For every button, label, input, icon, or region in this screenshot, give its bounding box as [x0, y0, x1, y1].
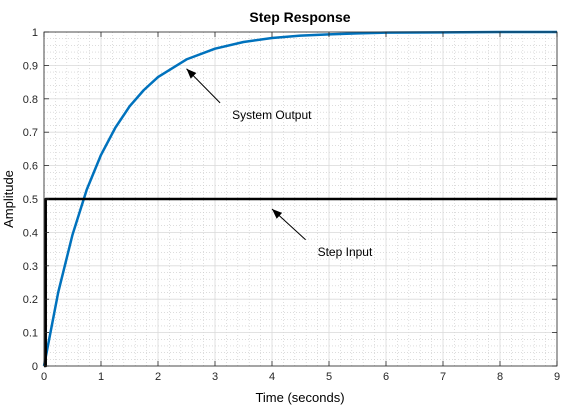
x-tick-label: 3 — [212, 371, 218, 383]
y-tick-label: 0.9 — [23, 60, 38, 72]
step-input-arrowhead — [272, 209, 283, 219]
system-output-annotation: System Output — [232, 108, 312, 122]
y-tick-label: 0.5 — [23, 194, 38, 206]
x-tick-label: 4 — [269, 371, 275, 383]
y-axis-label: Amplitude — [1, 170, 16, 228]
y-tick-label: 0.6 — [23, 161, 38, 173]
system-output-arrowhead — [186, 68, 197, 79]
y-tick-label: 0.8 — [23, 94, 38, 106]
y-tick-label: 1 — [32, 27, 38, 39]
y-tick-label: 0.1 — [23, 328, 38, 340]
step-input-annotation: Step Input — [318, 245, 373, 259]
x-tick-label: 0 — [41, 371, 47, 383]
system-output-line — [42, 30, 557, 367]
annotation-layer: System Output Step Input — [186, 68, 373, 259]
ticks-layer: 0 1 2 3 4 5 6 7 8 9 0 0.1 0.2 0.3 0.4 0.5 0.6 0.7 0.8 0.9 1 — [23, 27, 560, 383]
y-tick-label: 0.7 — [23, 127, 38, 139]
chart-title: Step Response — [249, 9, 350, 25]
x-tick-label: 5 — [326, 371, 332, 383]
y-tick-label: 0 — [32, 361, 38, 373]
x-axis-label: Time (seconds) — [255, 390, 344, 405]
x-tick-label: 7 — [440, 371, 446, 383]
x-tick-label: 1 — [98, 371, 104, 383]
y-tick-label: 0.3 — [23, 261, 38, 273]
y-tick-label: 0.2 — [23, 294, 38, 306]
x-tick-label: 8 — [497, 371, 503, 383]
x-tick-label: 2 — [155, 371, 161, 383]
y-tick-label: 0.4 — [23, 227, 38, 239]
x-tick-label: 9 — [554, 371, 560, 383]
x-tick-label: 6 — [383, 371, 389, 383]
